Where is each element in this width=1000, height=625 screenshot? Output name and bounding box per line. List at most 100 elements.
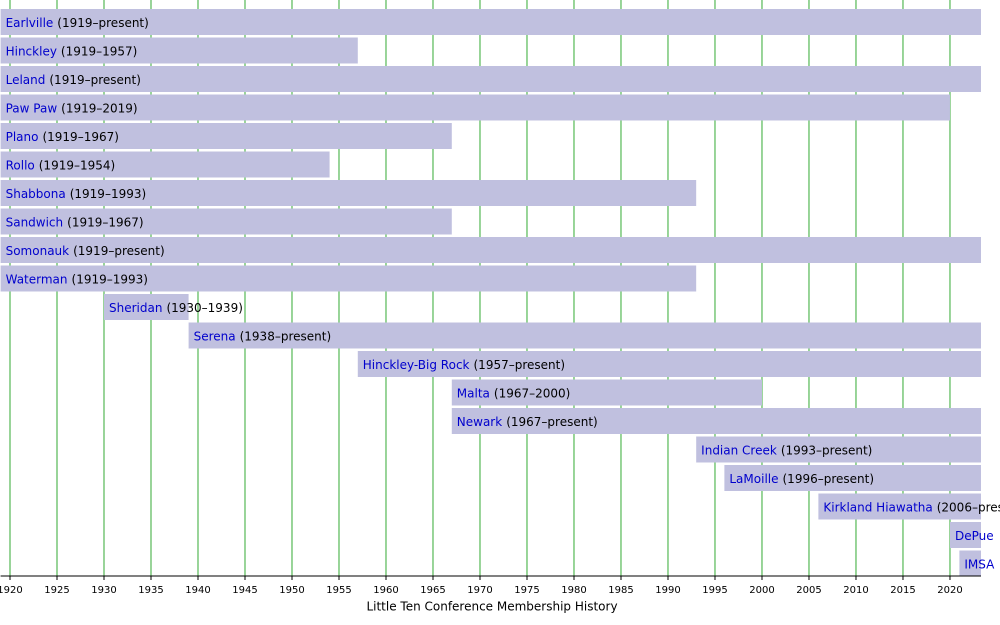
member-link[interactable]: Waterman xyxy=(6,272,68,286)
bar-label: Shabbona (1919–1993) xyxy=(6,187,147,201)
member-link[interactable]: Sheridan xyxy=(109,301,162,315)
x-tick-label: 1925 xyxy=(44,585,69,596)
x-tick-label: 1945 xyxy=(232,585,257,596)
member-period: (1919–present) xyxy=(49,73,141,87)
x-tick-label: 1955 xyxy=(326,585,351,596)
bar xyxy=(818,493,981,520)
member-link[interactable]: Rollo xyxy=(6,158,35,172)
bar-label: Plano (1919–1967) xyxy=(6,130,119,144)
bar xyxy=(451,408,982,434)
bar-label: Sheridan (1930–1939) xyxy=(109,301,243,315)
bar-label: Malta (1967–2000) xyxy=(457,386,571,400)
member-link[interactable]: Kirkland Hiawatha xyxy=(823,500,932,514)
bar xyxy=(949,522,981,548)
member-link[interactable]: LaMoille xyxy=(729,472,778,486)
x-tick-label: 2010 xyxy=(843,585,868,596)
member-link[interactable]: Malta xyxy=(457,386,490,400)
bar xyxy=(0,265,697,292)
member-link[interactable]: DePue xyxy=(955,529,994,543)
bar-label: Paw Paw (1919–2019) xyxy=(6,101,138,115)
x-tick-label: 1990 xyxy=(655,585,680,596)
bar-label: Somonauk (1919–present) xyxy=(6,244,165,258)
member-link[interactable]: Indian Creek xyxy=(701,443,777,457)
bar-label: Newark (1967–present) xyxy=(457,415,598,429)
member-period: (1996–present) xyxy=(783,472,875,486)
member-link[interactable]: Shabbona xyxy=(6,187,66,201)
x-tick-label: 1930 xyxy=(91,585,116,596)
x-tick-label: 2015 xyxy=(890,585,915,596)
member-period: (1993–present) xyxy=(781,443,873,457)
axis: 1920 1925 1930 1935 1940 1945 1950 1955 1960 1965… xyxy=(0,575,981,596)
x-tick-label: 1985 xyxy=(608,585,633,596)
x-tick-label: 2005 xyxy=(796,585,821,596)
member-period: (2006–present) xyxy=(937,500,1000,514)
bars: Earlville (1919–present)Hinckley (1919–195… xyxy=(0,9,1000,577)
member-link[interactable]: Hinckley xyxy=(6,44,57,58)
x-tick-label: 1970 xyxy=(467,585,492,596)
bar xyxy=(0,37,358,64)
member-link[interactable]: Sandwich xyxy=(6,215,64,229)
bar xyxy=(0,208,452,235)
member-period: (1919–1967) xyxy=(42,130,118,144)
x-tick-label: 1960 xyxy=(373,585,398,596)
bar-label: Waterman (1919–1993) xyxy=(6,272,148,286)
bar xyxy=(0,94,950,121)
x-tick-label: 1965 xyxy=(420,585,445,596)
member-link[interactable]: IMSA xyxy=(964,557,995,571)
bar-label: Kirkland Hiawatha (2006–present) xyxy=(823,500,1000,514)
bar xyxy=(0,9,982,35)
bar xyxy=(0,237,982,263)
bar xyxy=(724,465,981,491)
member-period: (1919–present) xyxy=(57,16,149,30)
x-tick-label: 2000 xyxy=(749,585,774,596)
bar-label: Hinckley (1919–1957) xyxy=(6,44,138,58)
member-period: (1957–present) xyxy=(474,358,566,372)
x-tick-label: 1995 xyxy=(702,585,727,596)
member-period: (1967–present) xyxy=(506,415,598,429)
chart-title: Little Ten Conference Membership History xyxy=(366,600,617,614)
x-tick-label: 1940 xyxy=(185,585,210,596)
bar xyxy=(959,550,981,577)
x-tick-label: 1975 xyxy=(514,585,539,596)
x-tick-label: 1935 xyxy=(138,585,163,596)
bar xyxy=(0,180,697,206)
bar xyxy=(103,294,189,320)
bar xyxy=(0,151,330,178)
bar xyxy=(188,322,981,349)
member-period: (1938–present) xyxy=(240,329,332,343)
x-tick-label: 2020 xyxy=(937,585,962,596)
bar-label: Indian Creek (1993–present) xyxy=(701,443,872,457)
bar-label: Earlville (1919–present) xyxy=(6,16,149,30)
x-tick-label: 1920 xyxy=(0,585,23,596)
bar xyxy=(451,379,762,406)
bar-label: LaMoille (1996–present) xyxy=(729,472,874,486)
member-link[interactable]: Serena xyxy=(194,329,236,343)
member-link[interactable]: Earlville xyxy=(6,16,54,30)
member-period: (1919–1957) xyxy=(61,44,137,58)
member-link[interactable]: Paw Paw xyxy=(6,101,58,115)
bar-label: Serena (1938–present) xyxy=(194,329,332,343)
member-link[interactable]: Newark xyxy=(457,415,502,429)
x-tick-label: 1950 xyxy=(279,585,304,596)
bar-label: Sandwich (1919–1967) xyxy=(6,215,144,229)
bar xyxy=(357,351,981,377)
member-link[interactable]: Plano xyxy=(6,130,39,144)
member-period: (1967–2000) xyxy=(494,386,570,400)
member-period: (1919–2019) xyxy=(61,101,137,115)
bar xyxy=(696,436,981,463)
bar-label: Rollo (1919–1954) xyxy=(6,158,116,172)
member-period: (1919–1993) xyxy=(70,187,146,201)
member-period: (1919–1967) xyxy=(67,215,143,229)
bar-label: IMSA xyxy=(964,557,995,571)
bar xyxy=(0,66,982,92)
bar-label: DePue xyxy=(955,529,994,543)
member-link[interactable]: Hinckley-Big Rock xyxy=(363,358,470,372)
member-period: (1930–1939) xyxy=(166,301,242,315)
bar-label: Leland (1919–present) xyxy=(6,73,141,87)
x-tick-label: 1980 xyxy=(561,585,586,596)
member-period: (1919–1993) xyxy=(72,272,148,286)
member-link[interactable]: Leland xyxy=(6,73,46,87)
bar-label: Hinckley-Big Rock (1957–present) xyxy=(363,358,565,372)
member-link[interactable]: Somonauk xyxy=(6,244,70,258)
